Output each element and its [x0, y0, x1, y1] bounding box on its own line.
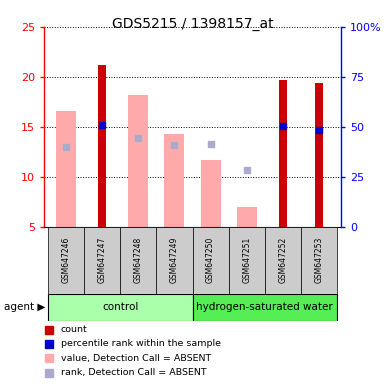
Bar — [192, 294, 337, 321]
Text: count: count — [60, 325, 87, 334]
Text: GSM647249: GSM647249 — [170, 237, 179, 283]
Text: GSM647248: GSM647248 — [134, 237, 143, 283]
Bar — [128, 95, 148, 227]
Text: GSM647251: GSM647251 — [242, 237, 251, 283]
Bar — [301, 227, 337, 294]
Text: agent ▶: agent ▶ — [4, 302, 45, 312]
Text: GSM647246: GSM647246 — [62, 237, 70, 283]
Text: GSM647253: GSM647253 — [315, 237, 323, 283]
Bar — [229, 227, 265, 294]
Bar — [48, 227, 84, 294]
Bar — [98, 65, 106, 227]
Bar — [48, 294, 192, 321]
Text: GSM647247: GSM647247 — [98, 237, 107, 283]
Bar — [279, 80, 287, 227]
Bar — [164, 134, 184, 227]
Bar — [84, 227, 120, 294]
Text: GSM647252: GSM647252 — [278, 237, 287, 283]
Bar — [192, 227, 229, 294]
Text: value, Detection Call = ABSENT: value, Detection Call = ABSENT — [60, 354, 211, 363]
Bar — [56, 111, 76, 227]
Bar — [237, 207, 257, 227]
Text: percentile rank within the sample: percentile rank within the sample — [60, 339, 221, 349]
Bar — [201, 160, 221, 227]
Text: GDS5215 / 1398157_at: GDS5215 / 1398157_at — [112, 17, 273, 31]
Bar — [156, 227, 192, 294]
Bar — [120, 227, 156, 294]
Text: rank, Detection Call = ABSENT: rank, Detection Call = ABSENT — [60, 368, 206, 377]
Bar — [265, 227, 301, 294]
Text: GSM647250: GSM647250 — [206, 237, 215, 283]
Bar — [315, 83, 323, 227]
Text: control: control — [102, 302, 138, 312]
Text: hydrogen-saturated water: hydrogen-saturated water — [196, 302, 333, 312]
